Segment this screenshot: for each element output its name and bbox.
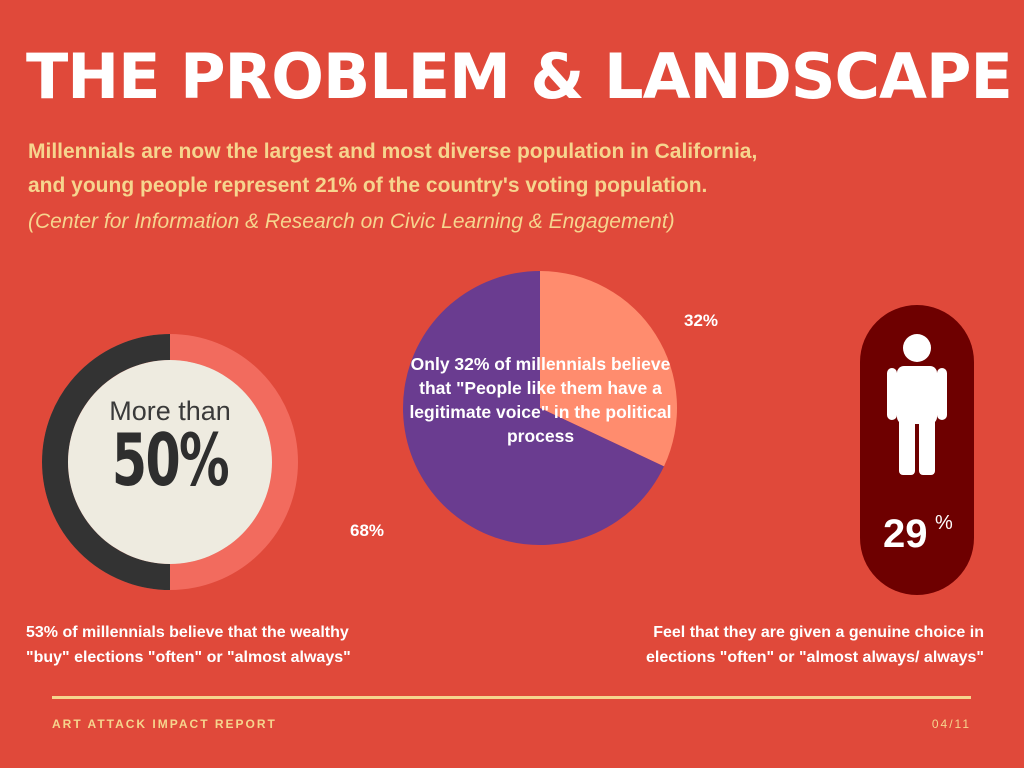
footer-page-number: 04/11: [931, 717, 971, 731]
pie-annotation-line-1: Only 32% of millennials believe: [410, 354, 671, 374]
subtitle-line-1: Millennials are now the largest and most…: [28, 140, 758, 163]
person-caption-line-2: elections "often" or "almost always/ alw…: [645, 649, 984, 666]
person-stat-unit: %: [935, 512, 953, 534]
ring-caption-line-2: "buy" elections "often" or "almost alway…: [26, 649, 351, 666]
footer-divider: [52, 696, 971, 699]
ring-center: [68, 360, 272, 564]
pie-chart: [403, 271, 677, 545]
ring-caption: 53% of millennials believe that the weal…: [26, 620, 446, 670]
pie-annotation-line-3: legitimate voice" in the political: [409, 402, 672, 422]
ring-caption-line-1: 53% of millennials believe that the weal…: [26, 624, 349, 641]
pie-data-label-68: 68%: [350, 521, 385, 540]
pie-slice-32: [540, 271, 677, 467]
pie-annotation: Only 32% of millennials believe that "Pe…: [378, 352, 703, 448]
ring-label-top: More than: [109, 396, 231, 426]
ring-dark-arc: [42, 334, 171, 590]
pie-slice-68: [403, 271, 664, 545]
ring-label-big: 50%: [111, 418, 230, 502]
person-icon: [887, 334, 947, 475]
ring-progress-chart: [42, 334, 298, 590]
pie-data-label-32: 32%: [684, 311, 719, 330]
person-caption-line-1: Feel that they are given a genuine choic…: [653, 624, 984, 641]
pie-annotation-line-4: process: [506, 426, 575, 446]
subtitle-line-2: and young people represent 21% of the co…: [28, 174, 708, 197]
page-title: THE PROBLEM & LANDSCAPE: [26, 40, 1013, 113]
footer-report-name: ART ATTACK IMPACT REPORT: [52, 717, 277, 731]
pie-annotation-line-2: that "People like them have a: [419, 378, 662, 398]
source-citation: (Center for Information & Research on Ci…: [28, 210, 675, 233]
person-caption: Feel that they are given a genuine choic…: [560, 620, 984, 670]
person-stat-value: 29: [883, 512, 928, 556]
